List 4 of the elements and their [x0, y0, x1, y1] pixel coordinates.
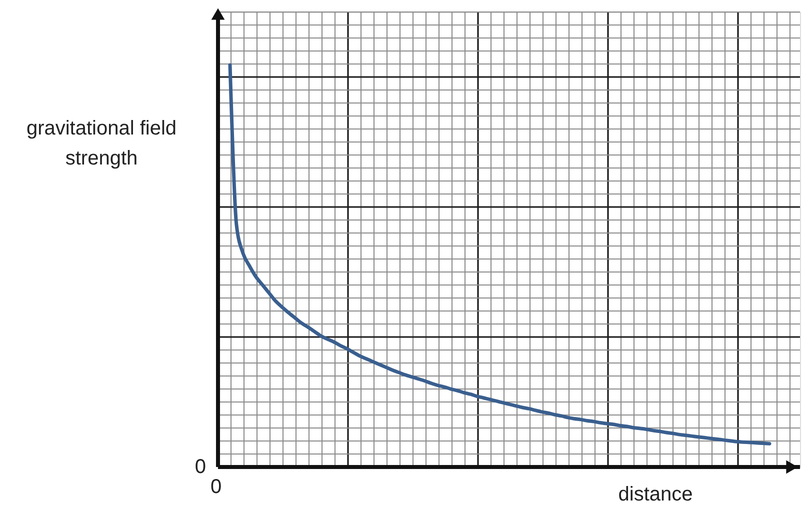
y-axis-title: gravitational field strength: [26, 118, 177, 170]
text: 0: [194, 456, 206, 478]
x-axis-title: distance: [618, 484, 693, 506]
text: 0: [210, 476, 222, 498]
